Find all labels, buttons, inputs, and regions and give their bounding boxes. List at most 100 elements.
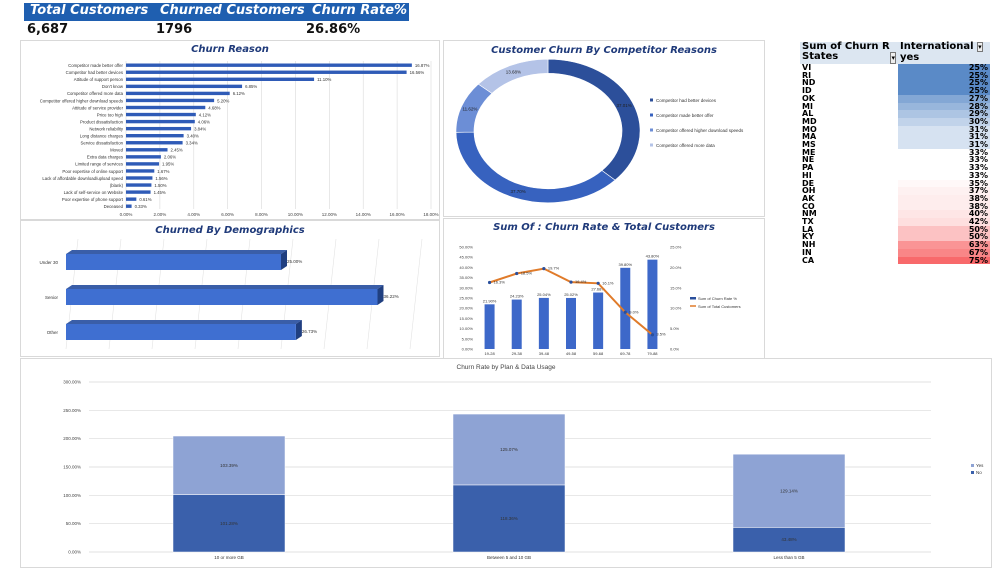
bar-data-label: 43.80% xyxy=(646,254,660,259)
pivot-header-international[interactable]: International ▾ xyxy=(898,42,990,52)
legend-label: Sum of Total Customers xyxy=(698,304,741,309)
y-tick-label: 35.00% xyxy=(459,275,473,280)
legend-label: Competitor had better devices xyxy=(656,98,717,103)
state-cell: ME xyxy=(802,147,816,157)
kpi-total-customers-label: Total Customers xyxy=(30,3,149,18)
pivot-row[interactable]: MD 30% xyxy=(800,118,990,126)
category-label: (blank) xyxy=(110,183,124,188)
pivot-row[interactable]: ND 25% xyxy=(800,79,990,88)
churn-rate-cell: 67% xyxy=(898,249,990,257)
churn-rate-cell: 42% xyxy=(898,218,990,226)
churn-rate-total-customers-chart[interactable]: Sum Of : Churn Rate & Total Customers 0.… xyxy=(443,218,765,359)
churn-reason-chart[interactable]: Churn Reason 0.00% 2.00% 4.00% 6.00% 8.00% 10… xyxy=(20,40,440,220)
pivot-row-label-text: States xyxy=(802,51,839,62)
data-label: 1.67% xyxy=(157,169,169,174)
pivot-row[interactable]: MS 31% xyxy=(800,141,990,149)
line-data-label: 3.5% xyxy=(656,332,666,337)
pivot-row[interactable]: ME 33% xyxy=(800,147,990,157)
pivot-row[interactable]: OK 27% xyxy=(800,94,990,103)
line-data-label: 18.5% xyxy=(521,271,533,276)
x-tick-label: 4.00% xyxy=(187,212,200,217)
segment-label: 125.07% xyxy=(500,447,518,452)
data-label: 4.06% xyxy=(198,119,210,124)
churn-rate-cell: 31% xyxy=(898,133,990,142)
y-tick-label: 250.00% xyxy=(63,408,81,413)
bar-data-label: 25.02% xyxy=(564,292,578,297)
pivot-row[interactable]: NM 40% xyxy=(800,210,990,219)
stacked-bar-segment xyxy=(452,484,566,553)
slice-label: 37.70% xyxy=(511,189,526,194)
filter-sort-icon[interactable]: ▾ xyxy=(890,52,896,64)
pivot-row[interactable]: AL 29% xyxy=(800,110,990,118)
category-label: Network reliability xyxy=(89,126,124,131)
churn-rate-cell: 38% xyxy=(898,195,990,203)
y-tick-label: 150.00% xyxy=(63,465,81,470)
pivot-row[interactable]: VI 25% xyxy=(800,64,990,72)
bar xyxy=(126,183,152,187)
bar xyxy=(66,324,296,340)
legend-label: Yes xyxy=(976,463,984,468)
data-label: 1.45% xyxy=(154,190,166,195)
legend-swatch xyxy=(650,113,653,117)
legend-swatch xyxy=(971,464,974,467)
y-right-tick-label: 5.0% xyxy=(670,326,680,331)
y-tick-label: 0.00% xyxy=(462,347,474,352)
pivot-row[interactable]: LA 50% xyxy=(800,225,990,234)
x-tick-label: 69-78 xyxy=(620,351,631,356)
donut-slice xyxy=(455,131,616,204)
stacked-bar-segment xyxy=(172,494,286,553)
pivot-row[interactable]: OH 37% xyxy=(800,187,990,195)
bar xyxy=(126,148,168,152)
chart-title: Churned By Demographics xyxy=(155,225,305,236)
pivot-row[interactable]: DE 35% xyxy=(800,179,990,188)
churn-rate-cell: 50% xyxy=(898,225,990,234)
state-cell: RI xyxy=(802,70,812,80)
category-label: Poor expertise of phone support xyxy=(62,197,124,202)
competitor-donut-chart[interactable]: Customer Churn By Competitor Reasons 37.… xyxy=(443,40,765,217)
pivot-row[interactable]: MI 28% xyxy=(800,102,990,111)
pivot-row[interactable]: CO 38% xyxy=(800,202,990,211)
pivot-row[interactable]: MA 31% xyxy=(800,133,990,142)
y-right-tick-label: 25.0% xyxy=(670,245,682,250)
pivot-row[interactable]: NH 63% xyxy=(800,241,990,249)
bar xyxy=(66,289,378,305)
x-tick-label: 2.00% xyxy=(154,212,167,217)
pivot-row-label[interactable]: States ▾ xyxy=(800,52,898,64)
data-label: 1.56% xyxy=(155,176,167,181)
pivot-row[interactable]: TX 42% xyxy=(800,218,990,226)
pivot-row[interactable]: AK 38% xyxy=(800,195,990,203)
pivot-row[interactable]: PA 33% xyxy=(800,164,990,172)
bar xyxy=(126,190,151,194)
bar xyxy=(566,297,576,349)
state-cell: HI xyxy=(802,170,812,180)
pivot-row[interactable]: MO 31% xyxy=(800,125,990,134)
x-tick-label: 12.00% xyxy=(322,212,337,217)
pivot-row[interactable]: NE 33% xyxy=(800,156,990,165)
kpi-churn-rate-label: Churn Rate% xyxy=(312,3,408,18)
filter-dropdown-icon[interactable]: ▾ xyxy=(977,42,983,52)
pivot-row[interactable]: RI 25% xyxy=(800,70,990,80)
data-label: 26.73% xyxy=(302,329,317,334)
y-tick-label: 15.00% xyxy=(459,316,473,321)
legend-swatch xyxy=(650,143,653,147)
pivot-row[interactable]: CA 75% xyxy=(800,256,990,265)
line-point xyxy=(542,267,546,271)
state-churn-pivot-table[interactable]: Sum of Churn R International ▾ States ▾ ye… xyxy=(800,42,990,265)
data-label: 16.87% xyxy=(415,63,430,68)
legend-swatch xyxy=(650,98,653,102)
pivot-row[interactable]: HI 33% xyxy=(800,170,990,180)
pivot-row[interactable]: KY 50% xyxy=(800,233,990,242)
pivot-row[interactable]: IN 67% xyxy=(800,249,990,257)
data-label: 3.34% xyxy=(186,141,198,146)
kpi-churned-customers-value: 1796 xyxy=(156,22,193,37)
y-tick-label: 0.00% xyxy=(68,550,81,555)
kpi-churn-rate-value: 26.86% xyxy=(306,22,361,37)
demographics-chart[interactable]: Churned By Demographics Under 30 25.00% Se… xyxy=(20,220,440,357)
churn-rate-cell: 25% xyxy=(898,79,990,88)
pivot-row[interactable]: ID 25% xyxy=(800,87,990,95)
line-point xyxy=(487,280,492,285)
bar xyxy=(126,70,407,74)
category-label: Other xyxy=(47,330,59,335)
bar-data-label: 24.23% xyxy=(510,294,524,299)
plan-data-usage-chart[interactable]: Churn Rate by Plan & Data Usage 0.00% 50.0… xyxy=(20,358,992,568)
